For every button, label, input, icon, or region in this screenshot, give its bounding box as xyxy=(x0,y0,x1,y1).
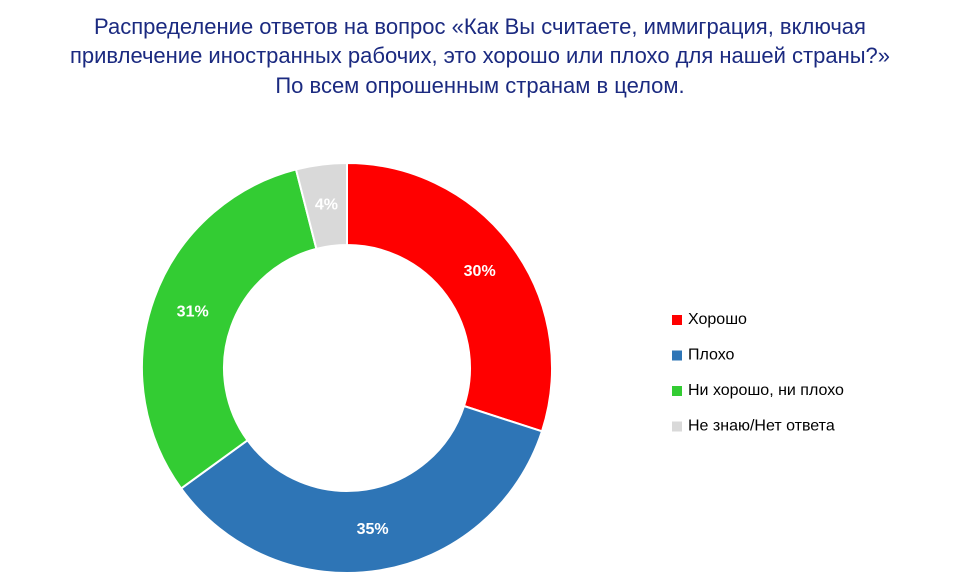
donut-segment xyxy=(346,161,553,433)
legend-text: Не знаю/Нет ответа xyxy=(688,418,835,435)
donut-segment xyxy=(141,168,318,490)
legend-swatch xyxy=(672,315,682,325)
chart-title: привлечение иностранных рабочих, это хор… xyxy=(70,43,890,68)
legend-text: Плохо xyxy=(688,347,735,364)
legend-swatch xyxy=(672,421,682,432)
chart-title: Распределение ответов на вопрос «Как Вы … xyxy=(94,14,866,39)
donut-segment xyxy=(179,404,544,574)
chart-subtitle: По всем опрошенным странам в целом. xyxy=(275,73,684,98)
legend-swatch xyxy=(672,386,682,396)
donut-segment xyxy=(294,161,348,251)
value-label: 31% xyxy=(177,304,209,321)
legend-text: Хорошо xyxy=(688,311,747,328)
value-label: 4% xyxy=(315,197,338,214)
legend-swatch xyxy=(672,350,682,361)
legend-text: Ни хорошо, ни плохо xyxy=(688,382,844,399)
value-label: 30% xyxy=(464,263,496,280)
value-label: 35% xyxy=(357,521,389,538)
